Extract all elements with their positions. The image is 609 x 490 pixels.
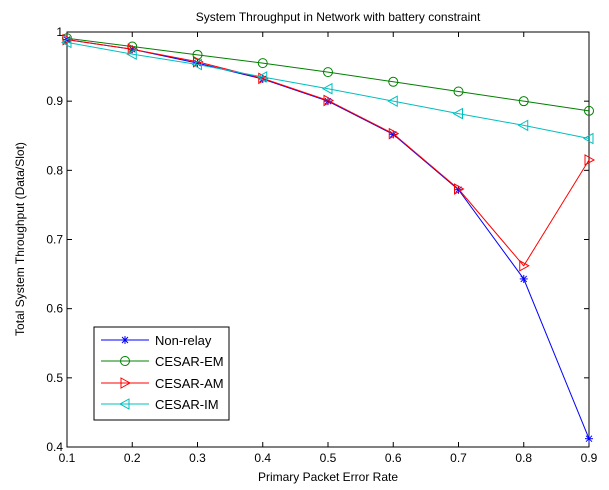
x-tick-label: 0.1 bbox=[59, 451, 76, 465]
triangle-right-marker bbox=[388, 127, 400, 140]
triangle-right-marker bbox=[258, 72, 269, 85]
circle-marker bbox=[323, 67, 333, 78]
x-tick-label: 0.3 bbox=[189, 451, 206, 465]
asterisk-marker bbox=[121, 336, 129, 344]
y-tick-label: 0.7 bbox=[46, 233, 63, 247]
legend: Non-relay CESAR-EM CESAR-AM CESAR-IM bbox=[93, 326, 230, 421]
series-cesar-im bbox=[60, 36, 594, 145]
chart-title: System Throughput in Network with batter… bbox=[196, 10, 481, 24]
circle-marker bbox=[584, 105, 594, 116]
triangle-left-marker bbox=[60, 36, 72, 49]
triangle-left-marker bbox=[452, 107, 463, 120]
triangle-left-marker bbox=[126, 48, 137, 60]
series-line bbox=[66, 41, 590, 140]
legend-label: CESAR-IM bbox=[155, 397, 219, 412]
asterisk-stroke bbox=[121, 336, 129, 344]
x-axis-label: Primary Packet Error Rate bbox=[258, 470, 398, 484]
triangle-right-marker bbox=[323, 94, 335, 107]
series-cesar-em bbox=[62, 33, 594, 116]
x-tick-label: 0.5 bbox=[320, 451, 337, 465]
triangle-left-marker bbox=[321, 82, 333, 95]
y-tick-label: 0.8 bbox=[46, 163, 63, 177]
series-line bbox=[66, 39, 590, 267]
asterisk-stroke bbox=[520, 275, 528, 283]
circle-marker bbox=[453, 86, 464, 97]
x-tick-label: 0.2 bbox=[124, 451, 141, 465]
x-tick-label: 0.8 bbox=[515, 451, 532, 465]
series-group bbox=[60, 33, 596, 443]
x-tick-label: 0.9 bbox=[581, 451, 598, 465]
legend-label: Non-relay bbox=[155, 333, 212, 348]
triangle-right-marker bbox=[584, 154, 596, 166]
y-axis-label: Total System Throughput (Data/Slot) bbox=[13, 142, 27, 336]
y-tick-label: 0.6 bbox=[46, 302, 63, 316]
y-tick-label: 0.4 bbox=[46, 440, 63, 454]
legend-label: CESAR-EM bbox=[155, 354, 224, 369]
y-tick-label: 0.5 bbox=[46, 371, 63, 385]
triangle-right-marker bbox=[454, 183, 465, 195]
triangle-right-marker bbox=[120, 377, 132, 389]
triangle-left-marker bbox=[582, 132, 594, 145]
triangle-left-marker bbox=[517, 119, 529, 132]
y-tick-label: 0.9 bbox=[46, 94, 63, 108]
asterisk-marker bbox=[519, 274, 528, 283]
x-tick-label: 0.7 bbox=[450, 451, 467, 465]
triangle-left-marker bbox=[256, 71, 268, 83]
triangle-left-marker bbox=[387, 95, 398, 108]
axis-ticks: 0.1 0.2 0.3 0.4 0.5 0.6 0.7 0.8 0.9 0.4 0.5 0.6 0.7 0… bbox=[46, 25, 597, 465]
y-tick-label: 1 bbox=[56, 25, 63, 39]
circle-marker bbox=[518, 96, 529, 107]
asterisk-stroke bbox=[585, 435, 593, 443]
series-line bbox=[66, 37, 590, 112]
triangle-left-marker bbox=[118, 398, 130, 410]
triangle-right-marker bbox=[127, 43, 139, 56]
asterisk-marker bbox=[585, 434, 593, 443]
circle-marker bbox=[120, 356, 130, 366]
x-tick-label: 0.4 bbox=[254, 451, 271, 465]
triangle-left-marker bbox=[191, 58, 202, 71]
legend-label: CESAR-AM bbox=[155, 376, 224, 391]
x-tick-label: 0.6 bbox=[385, 451, 402, 465]
circle-marker bbox=[388, 76, 399, 87]
triangle-right-marker bbox=[519, 259, 530, 272]
circle-marker bbox=[257, 58, 268, 69]
